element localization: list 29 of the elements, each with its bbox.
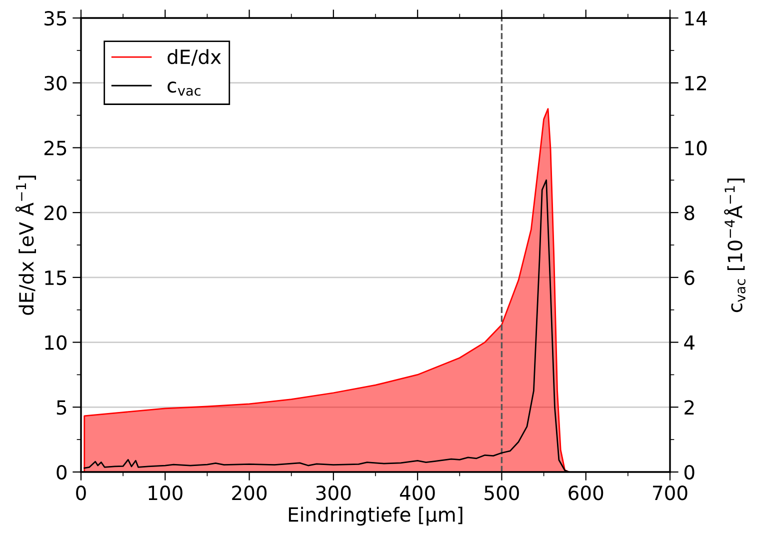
y-tick-label: 0: [56, 464, 67, 480]
y-axis-title: dE/dx [eV Å$^{−1}$]: [15, 176, 36, 315]
y-tick-label: 5: [56, 400, 66, 415]
x-axis-title: Eindringtiefe [µm]: [288, 506, 462, 526]
legend-label: c$_{vac}$: [168, 82, 200, 96]
y2-tick-label: 8: [684, 206, 694, 220]
y-tick-label: 20: [44, 206, 67, 220]
y2-tick-label: 14: [685, 11, 707, 26]
y2-tick-label: 10: [685, 140, 707, 156]
x-tick-label: 700: [653, 486, 688, 500]
y2-tick-label: 12: [685, 76, 706, 90]
x-tick-label: 500: [484, 486, 519, 500]
y2-axis-title: c$_{vac}$ [10$^{−4}$Å$^{−1}$]: [724, 178, 746, 312]
x-tick-label: 600: [568, 486, 604, 500]
x-tick-label: 200: [232, 486, 267, 500]
x-tick-label: 300: [316, 486, 351, 500]
x-tick-label: 400: [400, 486, 435, 500]
y2-tick-label: 6: [684, 270, 694, 286]
y2-tick-label: 0: [684, 464, 694, 480]
y2-tick-label: 2: [684, 400, 694, 415]
y-tick-label: 35: [44, 10, 66, 26]
y2-tick-label: 4: [684, 335, 694, 350]
y-tick-label: 30: [44, 76, 67, 91]
y-tick-label: 15: [45, 270, 66, 286]
x-tick-label: 100: [148, 486, 182, 500]
legend-label: dE/dx: [168, 49, 221, 66]
y-tick-label: 25: [44, 140, 66, 156]
x-tick-label: 0: [76, 486, 86, 500]
y-tick-label: 10: [45, 335, 67, 350]
